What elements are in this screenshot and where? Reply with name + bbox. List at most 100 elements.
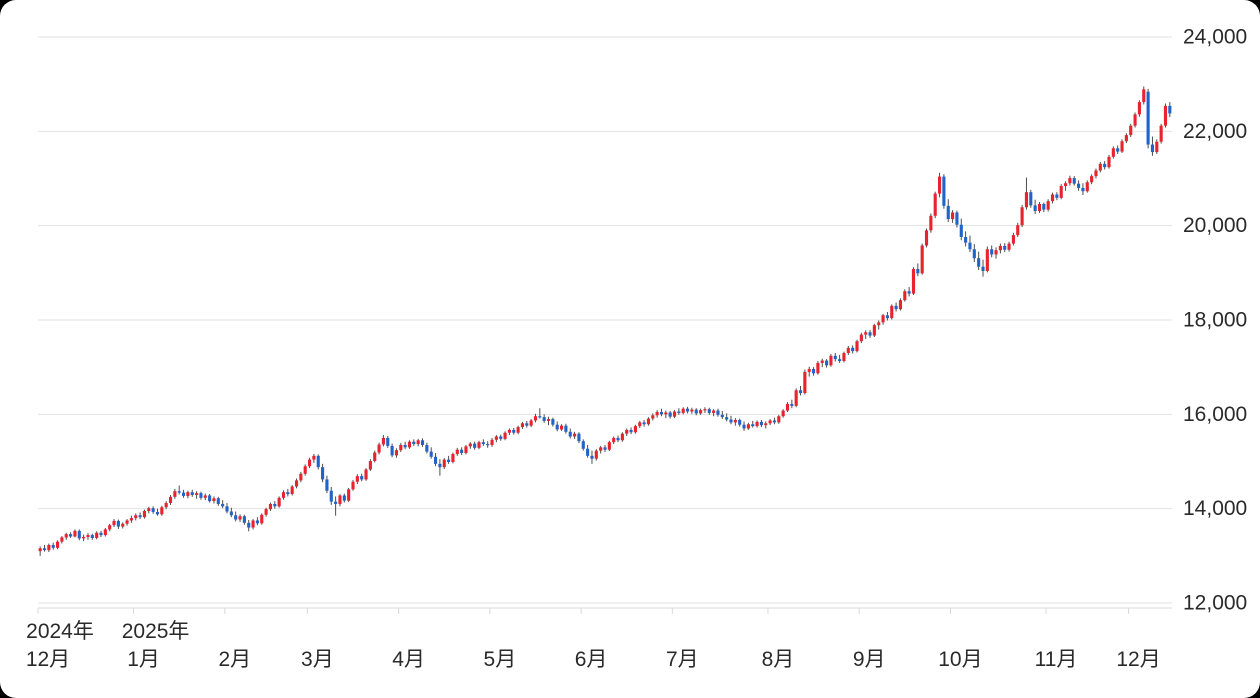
candle-down — [798, 390, 803, 394]
candle-up — [268, 503, 273, 510]
candle-down — [190, 492, 194, 495]
candle-up — [664, 412, 668, 415]
candle-down — [964, 236, 968, 243]
candle-up — [1068, 178, 1072, 184]
candle-up — [1137, 102, 1141, 115]
candle-down — [286, 492, 290, 495]
candle-up — [203, 495, 207, 498]
candle-up — [399, 444, 403, 451]
month-label: 12月 — [1116, 648, 1160, 671]
candle-up — [1090, 176, 1094, 183]
candle-down — [420, 440, 425, 445]
candle-up — [920, 245, 924, 274]
candle-up — [277, 497, 281, 507]
y-axis-label: 22,000 — [1183, 120, 1247, 143]
month-label: 8月 — [762, 648, 795, 671]
candle-up — [746, 424, 750, 429]
candle-up — [1024, 192, 1029, 208]
candle-up — [1129, 125, 1133, 136]
candle-up — [351, 481, 355, 490]
candle-up — [82, 536, 86, 539]
candle-down — [481, 442, 485, 445]
candle-up — [620, 433, 624, 441]
candle-down — [77, 530, 81, 539]
candle-down — [1033, 205, 1037, 212]
candle-up — [490, 439, 494, 445]
candle-down — [694, 409, 698, 414]
candle-up — [307, 459, 312, 467]
candle-up — [703, 409, 707, 411]
candle-up — [599, 447, 603, 451]
candle-up — [195, 493, 199, 495]
candle-up — [451, 453, 455, 462]
candle-down — [386, 437, 390, 446]
candle-down — [473, 443, 477, 448]
candle-down — [1146, 91, 1150, 145]
candle-down — [851, 347, 855, 352]
candle-down — [590, 455, 594, 459]
candle-up — [994, 250, 998, 255]
candle-up — [672, 411, 677, 417]
candle-down — [838, 359, 842, 362]
candle-down — [242, 516, 246, 523]
candle-up — [1020, 207, 1024, 226]
candle-down — [429, 451, 433, 457]
candle-up — [699, 410, 703, 414]
candle-down — [486, 444, 490, 446]
candle-down — [677, 411, 681, 413]
candle-up — [712, 410, 716, 413]
candle-down — [586, 448, 590, 456]
y-axis-label: 12,000 — [1183, 592, 1247, 615]
candle-up — [1133, 114, 1137, 126]
candle-up — [477, 442, 481, 448]
candle-down — [425, 444, 429, 452]
candle-down — [942, 176, 946, 206]
candle-up — [733, 419, 737, 423]
candle-up — [1107, 156, 1111, 168]
candle-down — [1042, 203, 1046, 210]
candle-down — [977, 258, 981, 267]
candle-down — [229, 511, 233, 516]
candle-up — [877, 322, 881, 326]
candle-down — [1103, 163, 1107, 168]
year-label: 2024年 — [26, 620, 94, 643]
candle-down — [1077, 183, 1081, 188]
month-label: 9月 — [853, 648, 886, 671]
candle-down — [742, 424, 746, 429]
candle-up — [573, 433, 577, 437]
candle-up — [238, 516, 242, 520]
candle-up — [168, 496, 173, 504]
candle-up — [846, 347, 850, 354]
candle-up — [855, 341, 859, 352]
candle-down — [138, 515, 142, 518]
candle-up — [407, 441, 412, 448]
candle-up — [533, 416, 538, 421]
candle-down — [759, 421, 763, 426]
candle-down — [603, 447, 607, 450]
candle-down — [659, 411, 664, 415]
month-label: 5月 — [484, 648, 517, 671]
candle-up — [559, 425, 564, 430]
candle-up — [903, 291, 907, 301]
candle-up — [1050, 194, 1055, 202]
candle-down — [216, 498, 220, 504]
candle-up — [1111, 148, 1115, 157]
candle-up — [494, 436, 498, 440]
candle-up — [785, 403, 790, 411]
candle-up — [129, 518, 133, 521]
candle-up — [859, 334, 863, 342]
month-label: 6月 — [575, 648, 608, 671]
candle-down — [1029, 192, 1033, 206]
candle-down — [255, 520, 259, 524]
candle-down — [329, 490, 333, 502]
candle-down — [90, 535, 94, 538]
candle-up — [1159, 125, 1163, 142]
candle-down — [1055, 194, 1059, 198]
candle-up — [1011, 235, 1015, 244]
candle-down — [616, 437, 620, 441]
candle-up — [55, 541, 60, 548]
candle-down — [555, 424, 559, 430]
candle-up — [633, 426, 637, 433]
candle-down — [685, 408, 690, 412]
